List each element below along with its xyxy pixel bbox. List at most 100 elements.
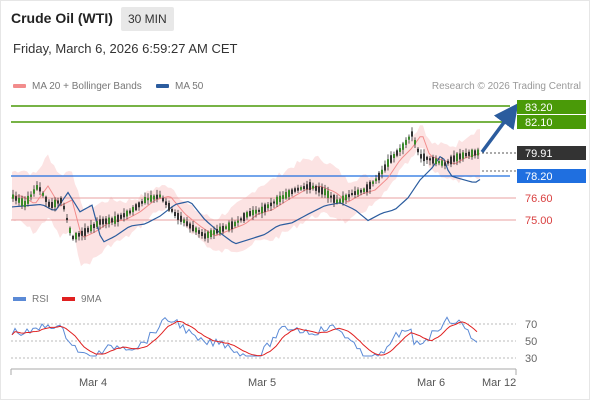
candle-body — [15, 196, 17, 201]
support2-label: 75.00 — [525, 215, 553, 227]
candle-body — [228, 222, 230, 231]
candle-body — [363, 188, 365, 193]
candle-body — [210, 230, 212, 237]
candle-body — [87, 227, 89, 233]
candle-body — [411, 131, 413, 137]
moving-averages — [11, 136, 481, 245]
candle-body — [12, 194, 14, 199]
candle-body — [246, 212, 248, 218]
candle-body — [123, 213, 125, 218]
ma9-swatch-icon — [62, 297, 75, 302]
candle-body — [213, 230, 215, 235]
ma9-label: 9MA — [81, 294, 102, 305]
candle-body — [255, 209, 257, 214]
candle-body — [48, 201, 50, 207]
candle-body — [318, 186, 320, 193]
candle-body — [165, 201, 167, 205]
candle-body — [336, 199, 338, 204]
candle-body — [264, 204, 266, 212]
candle-body — [147, 198, 149, 201]
candle-body — [414, 140, 416, 145]
candle-body — [462, 152, 464, 159]
candle-body — [81, 230, 83, 236]
candle-body — [171, 208, 173, 212]
candle-body — [306, 184, 308, 190]
candle-body — [342, 195, 344, 203]
candle-body — [90, 224, 92, 232]
x-label-mar6: Mar 6 — [417, 377, 445, 389]
candle-body — [426, 156, 428, 160]
candle-body — [168, 202, 170, 211]
candle-body — [174, 212, 176, 216]
candle-body — [201, 232, 203, 236]
candle-body — [297, 187, 299, 191]
price-tag-pivot: 78.20 — [517, 169, 586, 183]
candle-body — [270, 202, 272, 207]
candle-body — [252, 209, 254, 216]
candle-body — [129, 210, 131, 214]
candle-body — [471, 149, 473, 158]
candle-body — [339, 199, 341, 203]
ma20-label: MA 20 + Bollinger Bands — [32, 81, 142, 92]
candle-body — [117, 214, 119, 222]
candle-body — [375, 178, 377, 182]
candle-body — [33, 189, 35, 194]
svg-text:79.91: 79.91 — [525, 148, 553, 160]
candle-body — [45, 196, 47, 202]
candle-body — [141, 201, 143, 204]
candle-body — [369, 181, 371, 190]
candle-body — [72, 235, 74, 240]
candle-body — [381, 169, 383, 175]
candle-body — [300, 187, 302, 190]
legend-ma20: MA 20 + Bollinger Bands — [13, 81, 142, 92]
candle-body — [162, 197, 164, 202]
candle-body — [429, 158, 431, 161]
candle-body — [243, 213, 245, 222]
rsi-line — [11, 316, 478, 357]
candle-body — [219, 226, 221, 234]
candle-body — [372, 181, 374, 184]
candle-body — [237, 220, 239, 223]
candle-body — [54, 199, 56, 208]
candle-body — [189, 223, 191, 229]
candle-body — [21, 198, 23, 207]
candle-body — [393, 153, 395, 159]
candle-body — [312, 185, 314, 189]
candle-body — [315, 185, 317, 191]
candle-body — [366, 184, 368, 192]
candle-body — [408, 136, 410, 140]
x-axis: Mar 4 Mar 5 Mar 6 Mar 12 — [10, 368, 517, 389]
candle-body — [345, 194, 347, 201]
candle-body — [177, 212, 179, 220]
candle-body — [36, 185, 38, 190]
svg-text:82.10: 82.10 — [525, 117, 553, 129]
candle-body — [216, 228, 218, 234]
bollinger-band-area — [12, 125, 480, 267]
rsi-label: RSI — [32, 294, 49, 305]
candle-body — [63, 205, 65, 210]
candle-body — [348, 194, 350, 198]
candle-body — [444, 162, 446, 166]
candle-body — [474, 150, 476, 156]
candle-body — [18, 197, 20, 203]
timeframe-badge[interactable]: 30 MIN — [121, 7, 174, 31]
ma50-swatch-icon — [156, 84, 169, 89]
candle-body — [138, 202, 140, 208]
legend-ma50: MA 50 — [156, 81, 203, 92]
timestamp: Friday, March 6, 2026 6:59:27 AM CET — [13, 41, 238, 56]
candle-body — [96, 221, 98, 227]
candle-body — [303, 186, 305, 190]
candle-body — [195, 227, 197, 233]
candle-body — [279, 195, 281, 202]
candle-body — [144, 196, 146, 204]
candle-body — [432, 157, 434, 164]
candle-body — [180, 215, 182, 222]
price-tag-last: 79.91 — [517, 146, 586, 160]
candle-body — [204, 233, 206, 239]
candle-body — [387, 159, 389, 167]
candle-body — [330, 195, 332, 198]
instrument-title: Crude Oil (WTI) — [11, 10, 113, 26]
candle-body — [390, 155, 392, 163]
svg-text:83.20: 83.20 — [525, 102, 553, 114]
